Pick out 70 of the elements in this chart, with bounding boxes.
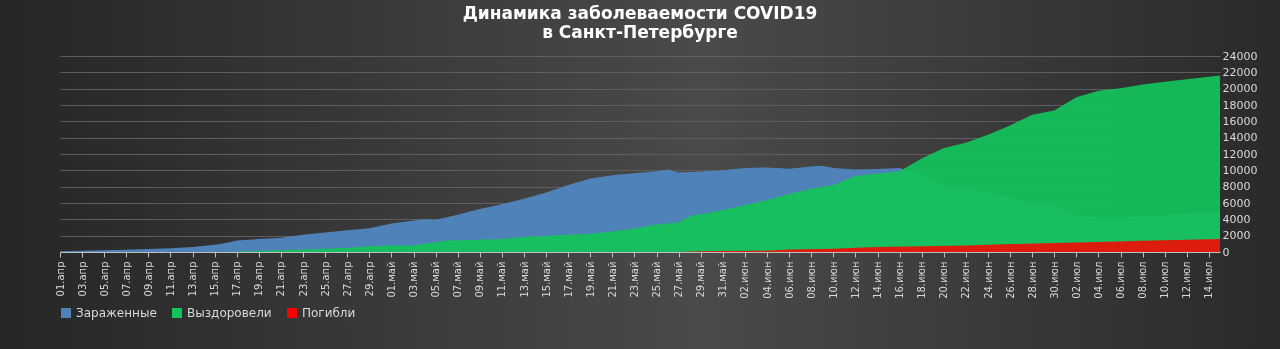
x-tick-label: 21.май [606,261,618,298]
x-tick-label: 05.май [430,261,442,298]
y-tick-label: 20000 [1222,82,1258,96]
x-tick-label: 14.июн [872,261,884,299]
x-tick-label: 04.июл [1092,261,1104,299]
x-tick-label: 21.апр [275,261,287,297]
x-tick-label: 29.май [695,261,707,298]
x-tick-label: 04.июн [761,261,773,299]
legend-label: Погибли [302,306,356,320]
x-tick-label: 18.июн [916,261,928,299]
y-tick-label: 18000 [1222,98,1258,112]
x-tick-label: 02.июн [739,261,751,299]
x-tick-label: 27.май [673,261,685,298]
x-tick-label: 23.май [628,261,640,298]
x-tick-label: 07.апр [120,261,132,297]
x-tick-label: 17.апр [231,261,243,297]
x-tick-label: 19.май [584,261,596,298]
y-tick-label: 10000 [1222,163,1258,177]
x-tick-label: 10.июл [1159,261,1171,299]
x-tick-label: 13.май [518,261,530,298]
x-tick-label: 09.май [474,261,486,298]
x-tick-label: 17.май [562,261,574,298]
legend-label: Выздоровели [187,306,272,320]
x-tick-label: 06.июл [1115,261,1127,299]
x-tick-label: 20.июн [938,261,950,299]
y-tick-label: 4000 [1222,212,1251,226]
legend-label: Зараженные [76,306,157,320]
x-tick-label: 03.апр [76,261,88,297]
y-tick-label: 0 [1222,245,1230,259]
x-tick-label: 24.июн [982,261,994,299]
x-tick-label: 15.апр [209,261,221,297]
y-tick-label: 24000 [1222,49,1258,63]
x-tick-label: 25.май [651,261,663,298]
x-tick-label: 09.апр [142,261,154,297]
x-tick-label: 25.апр [319,261,331,297]
x-tick-label: 08.июл [1137,261,1149,299]
x-tick-label: 10.июн [827,261,839,299]
x-tick-label: 03.май [408,261,420,298]
y-tick-label: 2000 [1222,229,1251,243]
x-tick-label: 06.июн [783,261,795,299]
x-tick-label: 29.апр [363,261,375,297]
y-tick-label: 12000 [1222,147,1258,161]
y-tick-label: 16000 [1222,114,1258,128]
y-tick-label: 14000 [1222,131,1258,145]
x-tick-label: 30.июн [1048,261,1060,299]
y-tick-label: 6000 [1222,196,1251,210]
x-tick-label: 01.май [385,261,397,298]
y-tick-label: 22000 [1222,65,1258,79]
x-tick-label: 11.апр [164,261,176,297]
x-tick-label: 26.июн [1004,261,1016,299]
x-tick-label: 23.апр [297,261,309,297]
x-tick-label: 05.апр [98,261,110,297]
y-tick-label: 8000 [1222,180,1251,194]
x-tick-label: 12.июл [1181,261,1193,299]
x-tick-label: 07.май [452,261,464,298]
x-tick-label: 28.июн [1026,261,1038,299]
x-tick-label: 14.июл [1203,261,1215,299]
x-tick-label: 22.июн [960,261,972,299]
x-tick-label: 19.апр [253,261,265,297]
x-tick-label: 01.апр [54,261,66,297]
x-tick-label: 15.май [540,261,552,298]
chart-title: Динамика заболеваемости COVID19 в Санкт-Петербурге [462,3,818,42]
x-tick-label: 13.апр [187,261,199,297]
x-tick-label: 12.июн [849,261,861,299]
x-tick-label: 27.апр [341,261,353,297]
x-tick-label: 31.май [717,261,729,298]
x-tick-label: 11.май [496,261,508,298]
x-tick-label: 02.июл [1070,261,1082,299]
x-tick-label: 16.июн [894,261,906,299]
x-tick-label: 08.июн [805,261,817,299]
